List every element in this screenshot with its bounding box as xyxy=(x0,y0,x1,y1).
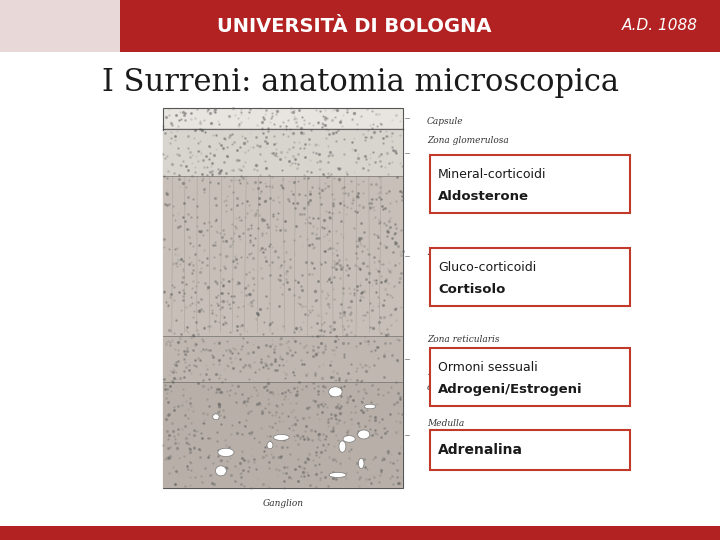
Text: Zona fasciculata: Zona fasciculata xyxy=(427,248,502,257)
Ellipse shape xyxy=(274,435,289,441)
Text: Ganglion: Ganglion xyxy=(263,499,304,508)
Text: I Surreni: anatomia microscopica: I Surreni: anatomia microscopica xyxy=(102,66,618,98)
Ellipse shape xyxy=(358,430,370,439)
Ellipse shape xyxy=(364,404,376,409)
Text: Ormoni sessuali: Ormoni sessuali xyxy=(438,361,538,374)
Ellipse shape xyxy=(359,458,364,469)
Ellipse shape xyxy=(267,442,273,449)
Bar xyxy=(430,155,630,213)
Text: of protoplasm: of protoplasm xyxy=(427,383,490,392)
Text: Mineral-corticoidi: Mineral-corticoidi xyxy=(438,167,546,181)
Ellipse shape xyxy=(329,472,346,477)
Text: A.D. 1088: A.D. 1088 xyxy=(622,18,698,33)
Bar xyxy=(0,0,120,52)
Text: Multinucleated mass: Multinucleated mass xyxy=(427,368,522,376)
Text: Zona reticularis: Zona reticularis xyxy=(427,335,500,345)
Bar xyxy=(0,526,720,540)
Bar xyxy=(163,131,403,177)
Text: Gluco-corticoidi: Gluco-corticoidi xyxy=(438,261,536,274)
Bar xyxy=(163,177,403,336)
Ellipse shape xyxy=(218,448,234,456)
Bar xyxy=(0,0,720,52)
Bar xyxy=(430,348,630,406)
Text: Aldosterone: Aldosterone xyxy=(438,190,529,203)
Text: Adrenalina: Adrenalina xyxy=(438,443,523,457)
Ellipse shape xyxy=(339,441,346,453)
Text: UNIVERSITÀ DI BOLOGNA: UNIVERSITÀ DI BOLOGNA xyxy=(217,17,492,36)
Text: Cortisolo: Cortisolo xyxy=(438,284,505,296)
Ellipse shape xyxy=(328,387,342,397)
Ellipse shape xyxy=(343,436,355,442)
Bar xyxy=(163,382,403,488)
Ellipse shape xyxy=(212,414,219,420)
Bar xyxy=(430,430,630,470)
Text: Medulla: Medulla xyxy=(427,419,464,428)
Ellipse shape xyxy=(215,466,226,476)
Bar xyxy=(163,336,403,382)
Bar xyxy=(430,248,630,306)
Text: Adrogeni/Estrogeni: Adrogeni/Estrogeni xyxy=(438,383,582,396)
Bar xyxy=(163,108,403,488)
Text: Zona glomerulosa: Zona glomerulosa xyxy=(427,136,509,145)
Text: Capsule: Capsule xyxy=(427,117,464,126)
